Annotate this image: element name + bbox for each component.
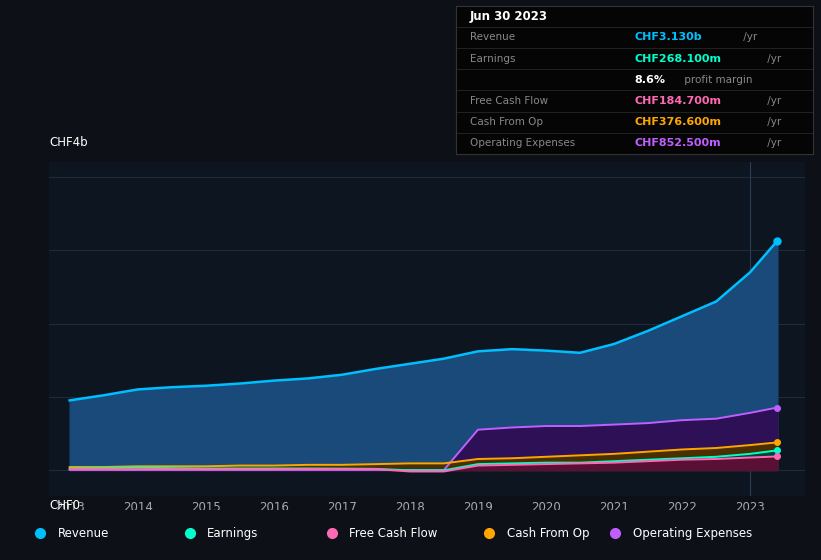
- Text: Earnings: Earnings: [470, 54, 516, 64]
- Text: /yr: /yr: [764, 117, 781, 127]
- Text: profit margin: profit margin: [681, 75, 753, 85]
- Text: CHF4b: CHF4b: [49, 136, 88, 149]
- Text: CHF268.100m: CHF268.100m: [635, 54, 721, 64]
- Text: /yr: /yr: [764, 138, 781, 148]
- Text: Earnings: Earnings: [207, 527, 259, 540]
- Text: Free Cash Flow: Free Cash Flow: [349, 527, 438, 540]
- Text: 8.6%: 8.6%: [635, 75, 665, 85]
- Text: /yr: /yr: [764, 54, 781, 64]
- Text: Free Cash Flow: Free Cash Flow: [470, 96, 548, 106]
- Text: CHF376.600m: CHF376.600m: [635, 117, 721, 127]
- Text: CHF0: CHF0: [49, 499, 80, 512]
- Text: Revenue: Revenue: [57, 527, 108, 540]
- Text: Operating Expenses: Operating Expenses: [470, 138, 576, 148]
- Text: /yr: /yr: [741, 32, 758, 43]
- Text: Cash From Op: Cash From Op: [470, 117, 543, 127]
- Text: Jun 30 2023: Jun 30 2023: [470, 10, 548, 23]
- Text: CHF184.700m: CHF184.700m: [635, 96, 721, 106]
- Text: CHF3.130b: CHF3.130b: [635, 32, 702, 43]
- Text: Cash From Op: Cash From Op: [507, 527, 589, 540]
- Text: Revenue: Revenue: [470, 32, 515, 43]
- Text: /yr: /yr: [764, 96, 781, 106]
- Text: Operating Expenses: Operating Expenses: [633, 527, 752, 540]
- Text: CHF852.500m: CHF852.500m: [635, 138, 721, 148]
